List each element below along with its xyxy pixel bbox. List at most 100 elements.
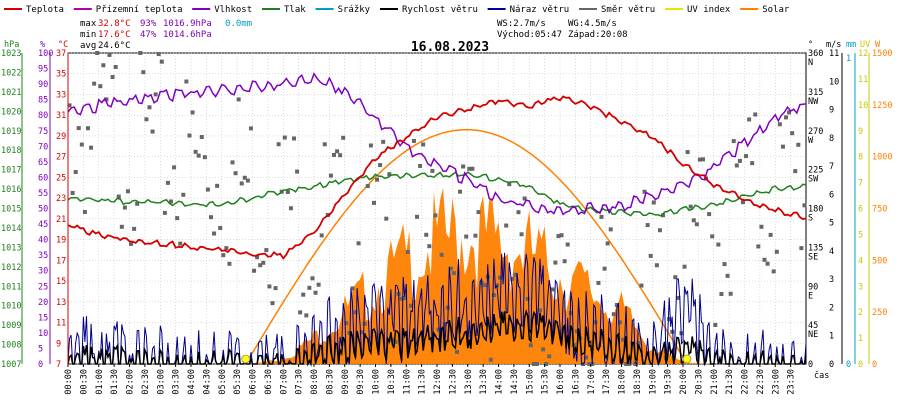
x-tick-label: 08:30: [325, 369, 335, 395]
legend-label: Přízemní teplota: [96, 5, 183, 15]
wind-direction-point: [95, 51, 100, 55]
right-axis-tick-label: 6: [829, 190, 834, 200]
wind-direction-point: [224, 246, 229, 251]
wind-direction-point: [765, 261, 770, 266]
right-axis-tick-label: 135: [808, 243, 823, 253]
wind-direction-point: [568, 310, 573, 315]
wind-direction-point: [273, 286, 278, 291]
wind-direction-point: [338, 153, 343, 158]
wind-direction-point: [202, 155, 207, 160]
left-axis-tick-label: 65: [38, 158, 48, 168]
wind-direction-point: [504, 223, 509, 228]
wind-direction-point: [756, 244, 761, 249]
right-axis-tick-label: 7: [829, 162, 834, 172]
wind-direction-point: [239, 181, 244, 186]
right-axis-tick-label: 1: [829, 332, 834, 342]
wind-direction-point: [476, 210, 481, 215]
wind-direction-point: [744, 154, 749, 159]
wind-direction-point: [427, 244, 432, 249]
wind-direction-point: [614, 302, 619, 307]
theoretical-solar-line: [245, 128, 688, 365]
x-tick-label: 05:00: [218, 369, 228, 395]
left-axis-tick-label: 1007: [1, 360, 21, 370]
right-axis-unit: mm: [846, 40, 856, 50]
compass-label: S: [808, 214, 813, 224]
wind-direction-point: [113, 64, 118, 69]
wind-direction-point: [793, 169, 798, 174]
wind-direction-point: [670, 329, 675, 334]
x-tick-label: 09:30: [356, 369, 366, 395]
solar-area: [68, 188, 806, 364]
wind-direction-point: [673, 275, 678, 280]
wind-direction-point: [713, 322, 718, 327]
wind-direction-point: [132, 226, 137, 231]
wind-direction-point: [331, 152, 336, 157]
right-axis-tick-label: 10: [829, 77, 839, 87]
wind-direction-point: [70, 190, 75, 195]
wind-direction-point: [433, 213, 438, 218]
left-axis-tick-label: 25: [38, 282, 48, 292]
wind-direction-point: [408, 303, 413, 308]
wind-direction-point: [461, 164, 466, 169]
wind-direction-point: [393, 339, 398, 344]
x-tick-label: 11:30: [418, 369, 428, 395]
wind-direction-point: [208, 215, 213, 220]
wind-direction-point: [454, 349, 459, 354]
wind-direction-point: [642, 189, 647, 194]
wind-direction-point: [516, 210, 521, 215]
right-axis-tick-label: 3: [829, 275, 834, 285]
wind-direction-point: [633, 362, 638, 366]
left-axis-tick-label: 10: [38, 329, 48, 339]
wind-direction-point: [467, 166, 472, 171]
x-tick-label: 21:00: [710, 369, 720, 395]
wind-direction-point: [138, 51, 143, 55]
wind-direction-point: [442, 322, 447, 327]
wind-direction-point: [574, 329, 579, 334]
right-axis-tick-label: 0: [872, 360, 877, 370]
wind-direction-point: [307, 285, 312, 290]
wind-direction-point: [255, 255, 260, 260]
legend-label: UV index: [687, 5, 731, 15]
left-axis-tick-label: 1015: [1, 205, 21, 215]
wind-direction-point: [599, 214, 604, 219]
compass-label: NW: [808, 97, 819, 107]
wind-direction-point: [685, 150, 690, 155]
wind-direction-point: [451, 271, 456, 276]
left-axis-unit: %: [40, 40, 45, 50]
x-tick-label: 17:30: [602, 369, 612, 395]
wind-direction-point: [236, 97, 241, 102]
wind-direction-point: [227, 261, 232, 266]
wind-direction-point: [771, 269, 776, 274]
stat-wind-speed: WS:2.7m/s: [497, 19, 546, 29]
wind-direction-point: [322, 142, 327, 147]
wind-direction-point: [762, 257, 767, 262]
wind-direction-point: [319, 233, 324, 238]
wind-direction-point: [129, 241, 134, 246]
wind-direction-point: [553, 260, 558, 265]
left-axis-tick-label: 1010: [1, 302, 21, 312]
wind-direction-point: [156, 52, 161, 57]
x-tick-label: 07:30: [295, 369, 305, 395]
wind-direction-point: [144, 117, 149, 122]
x-tick-label: 15:00: [525, 369, 535, 395]
right-axis-tick-label: 250: [872, 308, 887, 318]
right-axis-tick-label: 4: [858, 256, 863, 266]
right-axis-tick-label: 360: [808, 49, 823, 59]
wind-direction-point: [519, 232, 524, 237]
wind-direction-point: [657, 228, 662, 233]
x-tick-label: 14:00: [495, 369, 505, 395]
wind-direction-point: [165, 180, 170, 185]
x-tick-label: 22:00: [741, 369, 751, 395]
x-tick-label: 13:30: [479, 369, 489, 395]
left-axis-tick-label: 45: [38, 220, 48, 230]
wind-direction-point: [359, 330, 364, 335]
x-tick-label: 16:00: [556, 369, 566, 395]
wind-direction-point: [230, 160, 235, 165]
wind-direction-point: [488, 357, 493, 362]
wind-direction-point: [541, 347, 546, 352]
right-axis-tick-label: 500: [872, 256, 887, 266]
left-axis-unit: hPa: [4, 40, 19, 50]
wind-direction-point: [261, 260, 266, 265]
wind-direction-point: [387, 172, 392, 177]
left-axis-tick-label: 50: [38, 205, 48, 215]
